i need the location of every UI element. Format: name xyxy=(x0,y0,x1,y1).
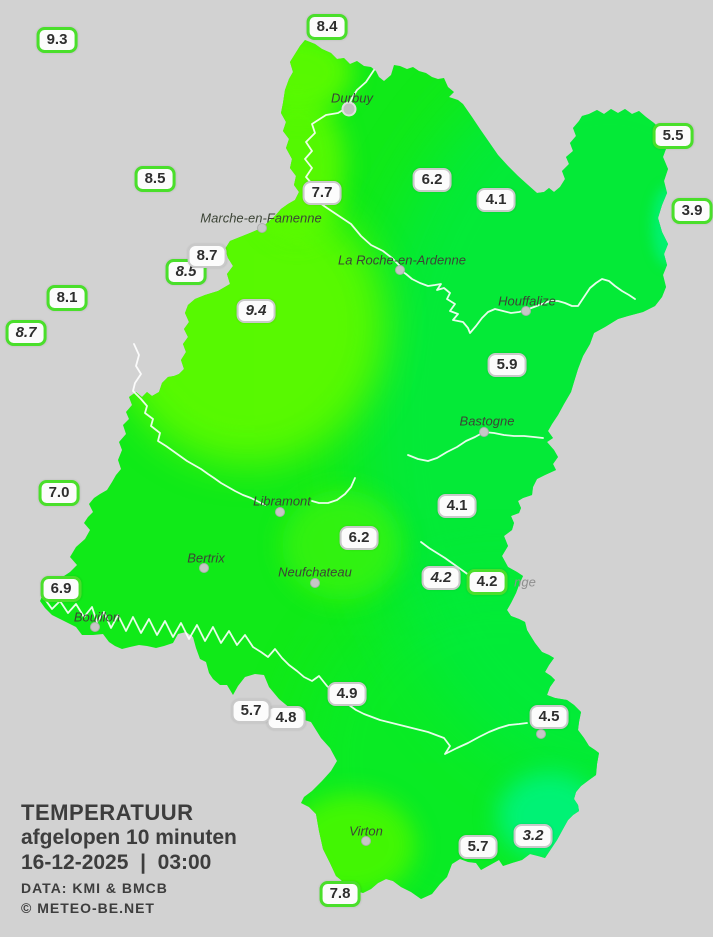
city-dot-virton xyxy=(361,836,371,846)
city-dot-bertrix xyxy=(199,563,209,573)
city-label-bastogne: Bastogne xyxy=(459,413,515,429)
city-label-libramont: Libramont xyxy=(253,493,311,509)
river-ourthe-east xyxy=(399,269,636,334)
temp-station-label: 4.2 xyxy=(466,569,508,595)
temp-station-label: 8.1 xyxy=(46,285,88,311)
temp-station-label: 6.9 xyxy=(40,576,82,602)
city-dot-libramont xyxy=(275,507,285,517)
temp-station-label: 8.7 xyxy=(5,320,47,346)
temp-station-label: 4.2 xyxy=(421,566,461,590)
city-label-bertrix: Bertrix xyxy=(187,550,225,566)
temp-station-label: 8.5 xyxy=(165,259,207,285)
city-label-marche-en-famenne: Marche-en-Famenne xyxy=(200,210,322,226)
city-dot-neufchateau xyxy=(310,578,320,588)
legend-block: TEMPERATUUR afgelopen 10 minuten 16-12-2… xyxy=(21,800,237,918)
copyright-line: © METEO-BE.NET xyxy=(21,900,155,916)
city-label-la roche-en-ardenne: La Roche-en-Ardenne xyxy=(338,252,466,268)
temp-station-label: 9.3 xyxy=(36,27,78,53)
map-title: TEMPERATUUR xyxy=(21,800,194,825)
temp-station-label: 5.7 xyxy=(458,835,498,859)
temp-station-label: 5.9 xyxy=(487,353,527,377)
temp-station-label: 8.5 xyxy=(134,166,176,192)
temp-station-label: 6.2 xyxy=(339,526,379,550)
temp-station-label: 9.4 xyxy=(236,299,276,323)
temp-station-label: 6.2 xyxy=(412,168,452,192)
map-datetime: 16-12-2025 | 03:00 xyxy=(21,851,212,874)
temp-station-label: 7.7 xyxy=(302,181,342,205)
map-subtitle: afgelopen 10 minuten xyxy=(21,826,237,849)
city-dot-la roche-en-ardenne xyxy=(395,265,405,275)
city-dot-marche-en-famenne xyxy=(257,223,267,233)
river-bastogne xyxy=(407,431,544,462)
temp-station-label: 8.7 xyxy=(187,244,227,268)
city-label-nge: nge xyxy=(514,574,536,590)
data-source: DATA: KMI & BMCB xyxy=(21,880,168,896)
temp-station-label: 4.1 xyxy=(437,494,477,518)
city-dot-bastogne xyxy=(479,427,489,437)
city-dot-houffalize xyxy=(521,306,531,316)
river-semois xyxy=(43,597,528,755)
city-dot xyxy=(536,729,546,739)
temp-station-label: 5.5 xyxy=(652,123,694,149)
temp-station-label: 4.9 xyxy=(327,682,367,706)
city-dot-durbuy xyxy=(341,101,357,117)
temp-station-label: 3.2 xyxy=(513,824,553,848)
temp-station-label: 7.0 xyxy=(38,480,80,506)
temp-station-label: 8.4 xyxy=(306,14,348,40)
city-dot-bouillon xyxy=(90,622,100,632)
city-label-durbuy: Durbuy xyxy=(331,90,373,106)
city-label-neufchateau: Neufchateau xyxy=(278,564,352,580)
temp-station-label: 4.8 xyxy=(266,706,306,730)
city-label-virton: Virton xyxy=(349,823,383,839)
temp-station-label: 4.5 xyxy=(529,705,569,729)
temp-station-label: 4.1 xyxy=(476,188,516,212)
city-label-houffalize: Houffalize xyxy=(498,293,556,309)
temp-station-label: 3.9 xyxy=(671,198,713,224)
river-lesse xyxy=(132,343,266,506)
city-label-bouillon: Bouillon xyxy=(73,609,121,625)
temp-station-label: 7.8 xyxy=(319,881,361,907)
river-libramont xyxy=(311,477,356,504)
temp-station-label: 5.7 xyxy=(231,699,271,723)
